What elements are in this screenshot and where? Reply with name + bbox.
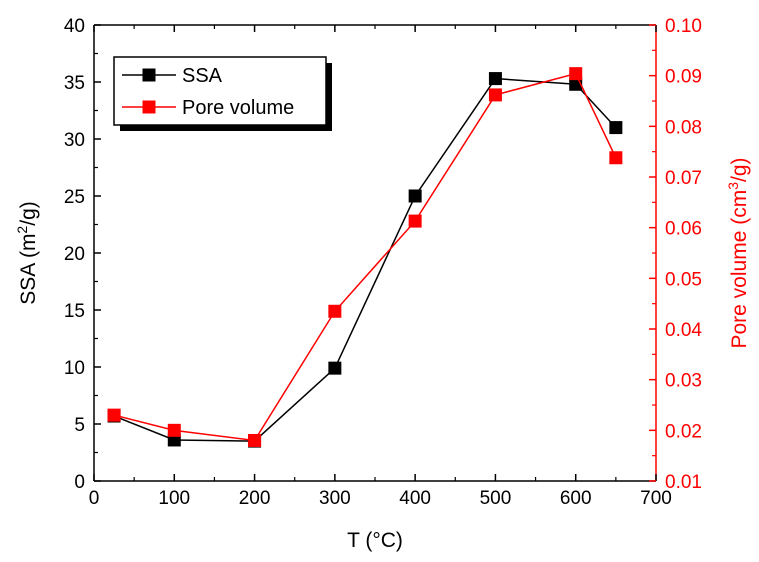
left-y-axis-title-part: SSA (m — [17, 234, 40, 305]
left-y-tick-label: 20 — [64, 244, 85, 265]
series-line-pore-volume — [113, 72, 617, 442]
legend-label: SSA — [182, 65, 223, 87]
right-y-axis-title-part: /g) — [728, 157, 751, 182]
legend-marker — [142, 100, 156, 114]
pore-volume-point — [408, 214, 422, 228]
right-y-axis-title: Pore volume (cm3/g) — [725, 157, 751, 348]
legend-label: Pore volume — [182, 97, 294, 119]
left-y-tick-label: 30 — [64, 130, 85, 151]
x-tick-label: 400 — [399, 488, 431, 509]
pore-volume-point — [248, 433, 262, 447]
pore-volume-point — [328, 304, 342, 318]
right-y-tick-label: 0.06 — [665, 219, 702, 240]
right-y-tick-label: 0.01 — [665, 472, 702, 493]
right-y-tick-label: 0.07 — [665, 168, 702, 189]
left-y-tick-label: 0 — [74, 472, 85, 493]
right-y-tick-label: 0.05 — [665, 269, 702, 290]
left-y-axis-title-part: /g) — [17, 201, 40, 226]
left-y-tick-label: 5 — [74, 415, 85, 436]
x-tick-label: 500 — [480, 488, 512, 509]
right-y-tick-label: 0.09 — [665, 67, 702, 88]
series-layer — [107, 67, 623, 448]
left-y-axis-title-part: 2 — [14, 226, 30, 234]
ssa-point — [408, 189, 422, 203]
series-line-ssa — [113, 77, 617, 442]
legend-box — [113, 56, 327, 126]
right-y-tick-label: 0.04 — [665, 320, 702, 341]
x-tick-label: 200 — [239, 488, 271, 509]
pore-volume-point — [488, 88, 502, 102]
left-y-tick-label: 10 — [64, 358, 85, 379]
left-y-tick-label: 40 — [64, 16, 85, 37]
x-tick-label: 100 — [158, 488, 190, 509]
right-y-axis-title-part: Pore volume (cm — [728, 190, 751, 349]
pore-volume-point — [107, 408, 121, 422]
legend-marker — [142, 68, 156, 82]
right-y-tick-label: 0.03 — [665, 371, 702, 392]
pore-volume-point — [569, 67, 583, 81]
left-y-tick-label: 15 — [64, 301, 85, 322]
ssa-point — [328, 361, 342, 375]
pore-volume-point — [609, 151, 623, 165]
ssa-point — [609, 121, 623, 135]
pore-volume-point — [167, 423, 181, 437]
legend: SSA Pore volume — [113, 56, 332, 131]
right-y-tick-label: 0.02 — [665, 421, 702, 442]
ssa-point — [488, 72, 502, 86]
left-y-tick-label: 35 — [64, 73, 85, 94]
right-y-tick-label: 0.08 — [665, 117, 702, 138]
right-y-tick-label: 0.10 — [665, 16, 702, 37]
left-y-tick-label: 25 — [64, 187, 85, 208]
axes: 0 100 200 300 400 500 600 700 0 5 10 15 20 25 30 35 40 0.… — [14, 16, 751, 552]
x-axis-title: T (°C) — [347, 529, 403, 552]
left-y-axis-title: SSA (m2/g) — [14, 201, 40, 305]
x-tick-label: 600 — [560, 488, 592, 509]
x-tick-label: 0 — [89, 488, 100, 509]
right-y-axis-title-part: 3 — [725, 182, 741, 190]
x-tick-label: 300 — [319, 488, 351, 509]
x-tick-label: 700 — [640, 488, 672, 509]
